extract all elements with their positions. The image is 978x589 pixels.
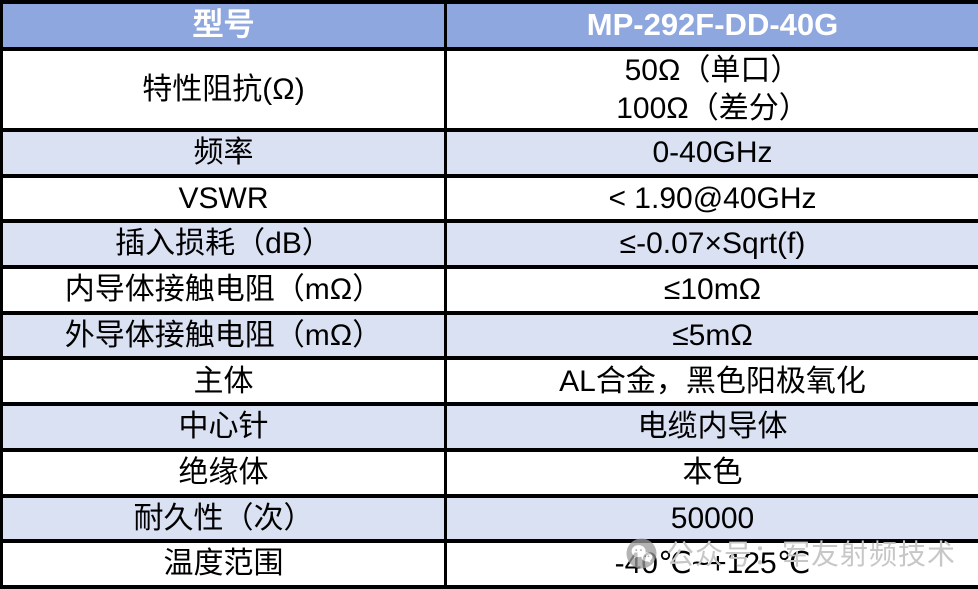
spec-value: 0-40GHz	[444, 128, 978, 178]
table-row: 温度范围 -40℃~+125℃	[0, 539, 978, 589]
spec-label: 耐久性（次）	[0, 493, 447, 544]
spec-table-body: 特性阻抗(Ω) 50Ω（单口） 100Ω（差分） 频率 0-40GHz VSWR …	[0, 47, 978, 589]
table-row: 外导体接触电阻（mΩ） ≤5mΩ	[0, 310, 978, 361]
spec-label: 外导体接触电阻（mΩ）	[0, 310, 447, 361]
spec-label: 内导体接触电阻（mΩ）	[0, 265, 447, 315]
spec-value: ≤5mΩ	[444, 310, 978, 361]
spec-value: ≤-0.07×Sqrt(f)	[444, 219, 978, 270]
table-header-row: 型号 MP-292F-DD-40G	[0, 0, 978, 51]
spec-value: -40℃~+125℃	[444, 539, 978, 589]
spec-value: < 1.90@40GHz	[444, 173, 978, 224]
table-row: VSWR < 1.90@40GHz	[0, 173, 978, 224]
spec-label: 特性阻抗(Ω)	[0, 47, 447, 132]
table-row: 中心针 电缆内导体	[0, 402, 978, 452]
spec-label: 中心针	[0, 402, 447, 452]
spec-value: 本色	[444, 447, 978, 498]
table-row: 特性阻抗(Ω) 50Ω（单口） 100Ω（差分）	[0, 47, 978, 132]
table-row: 主体 AL合金，黑色阳极氧化	[0, 356, 978, 407]
spec-label: 绝缘体	[0, 447, 447, 498]
spec-value: 电缆内导体	[444, 402, 978, 452]
spec-label: 插入损耗（dB）	[0, 219, 447, 270]
spec-value: 50000	[444, 493, 978, 544]
table-row: 绝缘体 本色	[0, 447, 978, 498]
table-row: 频率 0-40GHz	[0, 128, 978, 178]
spec-value: ≤10mΩ	[444, 265, 978, 315]
spec-label: 主体	[0, 356, 447, 407]
table-row: 耐久性（次） 50000	[0, 493, 978, 544]
spec-value: AL合金，黑色阳极氧化	[444, 356, 978, 407]
spec-value: 50Ω（单口） 100Ω（差分）	[444, 47, 978, 132]
spec-label: VSWR	[0, 173, 447, 224]
model-header-label: 型号	[0, 0, 447, 51]
spec-label: 温度范围	[0, 539, 447, 589]
table-row: 插入损耗（dB） ≤-0.07×Sqrt(f)	[0, 219, 978, 270]
spec-label: 频率	[0, 128, 447, 178]
model-number: MP-292F-DD-40G	[444, 0, 978, 51]
table-row: 内导体接触电阻（mΩ） ≤10mΩ	[0, 265, 978, 315]
